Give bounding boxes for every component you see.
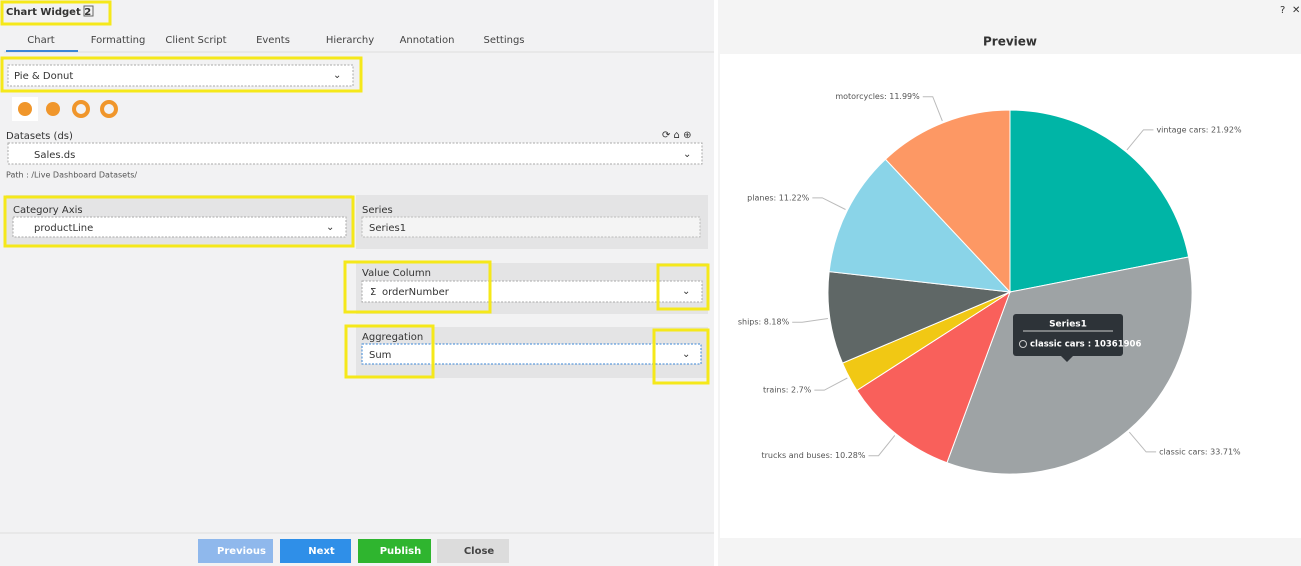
dataset-path: Path : /Live Dashboard Datasets/ — [6, 171, 137, 180]
button[interactable] — [358, 539, 431, 563]
datasets-label: Datasets (ds) — [6, 131, 73, 142]
ds-icons[interactable]: ⟳ ⌂ ⊕ — [662, 130, 691, 141]
series-label: Series — [362, 205, 393, 216]
edit-icon[interactable] — [83, 5, 94, 17]
series-select — [361, 216, 701, 238]
sigma-icon: Σ — [370, 287, 376, 298]
pie-slice[interactable] — [827, 271, 1012, 364]
help-icon[interactable]: ? — [1280, 5, 1285, 16]
data-label: classic cars: 33.71% — [1159, 447, 1241, 456]
button[interactable] — [437, 539, 509, 563]
dropdown-arrow: ⌄ — [682, 349, 690, 360]
highlight — [343, 260, 492, 314]
aggregation-value: Sum — [369, 350, 391, 361]
pie-slice[interactable] — [884, 109, 1011, 294]
category-select[interactable] — [12, 216, 347, 238]
button[interactable] — [198, 539, 273, 563]
button-label[interactable]: Previous — [217, 546, 266, 557]
tooltip-marker — [1019, 340, 1027, 348]
leader-line — [812, 197, 846, 210]
aggregation-label: Aggregation — [362, 332, 423, 343]
pie-slice[interactable] — [946, 256, 1193, 475]
highlight — [652, 328, 710, 385]
pie-icon[interactable] — [46, 102, 60, 116]
pie-icon[interactable] — [18, 102, 32, 116]
data-label: vintage cars: 21.92% — [1156, 125, 1242, 134]
aggregation-select[interactable] — [361, 343, 702, 365]
dropdown-arrow: ⌄ — [682, 286, 690, 297]
tab[interactable]: Formatting — [91, 35, 146, 46]
category-label: Category Axis — [13, 205, 83, 216]
series-value: Series1 — [369, 223, 406, 234]
highlight — [656, 263, 710, 311]
chart-type-value: Pie & Donut — [14, 71, 73, 82]
tab[interactable]: Chart — [27, 35, 55, 46]
leader-line — [1128, 431, 1157, 453]
tab-bar: Chart Formatting Client Script Events Hierar… — [27, 35, 524, 46]
donut-icon[interactable] — [72, 100, 90, 118]
leader-line — [868, 435, 896, 457]
pie-chart: vintage cars: 21.92% classic cars: 33.71%… — [738, 92, 1242, 475]
preview-title: Preview — [983, 35, 1037, 49]
highlight — [0, 0, 112, 26]
tab[interactable]: Events — [256, 35, 290, 46]
button[interactable] — [280, 539, 351, 563]
value-column-value: orderNumber — [382, 287, 450, 298]
dropdown-arrow: ⌄ — [683, 149, 691, 160]
leader-line — [792, 318, 828, 323]
button-bar: Previous Next Publish Close — [198, 539, 509, 563]
tooltip-text: classic cars : 10361906 — [1030, 340, 1141, 350]
dataset-value: Sales.ds — [34, 150, 75, 161]
leader-line — [814, 377, 848, 391]
tooltip-pointer — [1061, 356, 1073, 362]
tooltip — [1013, 314, 1123, 356]
tab[interactable]: Settings — [483, 35, 524, 46]
tooltip-title: Series1 — [1049, 320, 1087, 330]
leader-line — [922, 96, 943, 122]
highlight — [3, 195, 355, 248]
tab[interactable]: Hierarchy — [326, 35, 374, 46]
data-label: trucks and buses: 10.28% — [762, 451, 866, 460]
dataset-select[interactable] — [7, 142, 703, 165]
button-label[interactable]: Next — [308, 546, 335, 557]
chart-type-select[interactable] — [7, 64, 354, 87]
close-icon[interactable]: ✕ — [1292, 5, 1300, 16]
leader-line — [1126, 129, 1154, 151]
pie-slice[interactable] — [1009, 109, 1190, 293]
pie-slice[interactable] — [856, 290, 1011, 464]
dropdown-arrow: ⌄ — [326, 222, 334, 233]
highlight — [0, 56, 363, 93]
data-label: trains: 2.7% — [763, 386, 812, 395]
button-label[interactable]: Close — [464, 546, 495, 557]
widget-title: Chart Widget 2 — [6, 7, 91, 18]
tab[interactable]: Annotation — [400, 35, 455, 46]
value-column-select[interactable] — [361, 280, 703, 303]
category-value: productLine — [34, 223, 93, 234]
data-label: ships: 8.18% — [738, 318, 790, 327]
value-column-label: Value Column — [362, 268, 431, 279]
pie-slice[interactable] — [828, 158, 1012, 293]
highlight — [344, 324, 435, 379]
button-label[interactable]: Publish — [380, 546, 422, 557]
tab[interactable]: Client Script — [165, 35, 226, 46]
data-label: planes: 11.22% — [747, 193, 810, 202]
data-label: motorcycles: 11.99% — [835, 92, 920, 101]
donut-icon[interactable] — [100, 100, 118, 118]
dropdown-arrow: ⌄ — [333, 70, 341, 81]
